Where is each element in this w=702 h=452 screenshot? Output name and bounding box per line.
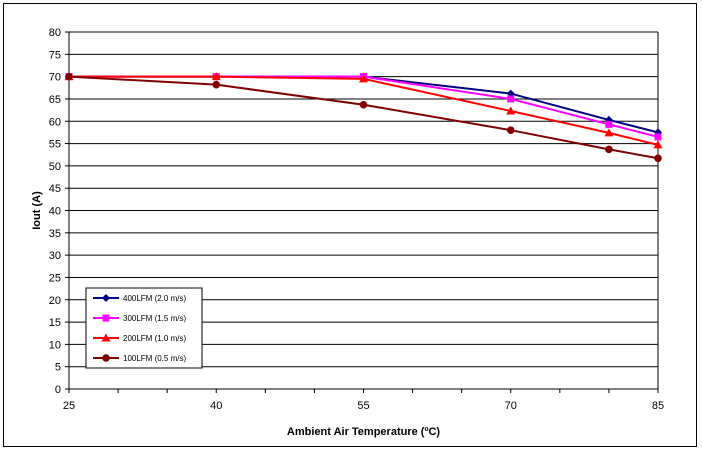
legend-label: 100LFM (0.5 m/s) xyxy=(123,354,186,363)
data-point xyxy=(506,106,516,115)
y-tick-label: 45 xyxy=(49,183,61,195)
y-tick-label: 15 xyxy=(49,317,61,329)
y-tick-label: 55 xyxy=(49,139,61,151)
y-tick-label: 20 xyxy=(49,295,61,307)
data-point xyxy=(653,140,663,149)
y-tick-label: 50 xyxy=(49,161,61,173)
legend-label: 200LFM (1.0 m/s) xyxy=(123,334,186,343)
series-line-3 xyxy=(69,75,659,146)
y-axis-title: Iout (A) xyxy=(31,191,43,230)
data-point xyxy=(654,133,662,141)
x-tick-label: 85 xyxy=(652,400,664,412)
series-group xyxy=(64,72,663,163)
legend-label: 400LFM (2.0 m/s) xyxy=(123,294,186,303)
data-point xyxy=(506,126,515,134)
y-tick-label: 60 xyxy=(49,116,61,128)
y-tick-label: 10 xyxy=(49,339,61,351)
y-tick-label: 80 xyxy=(49,27,61,39)
data-point xyxy=(211,72,221,81)
y-tick-label: 35 xyxy=(49,228,61,240)
y-tick-label: 25 xyxy=(49,272,61,284)
legend: 400LFM (2.0 m/s) 300LFM (1.5 m/s) 200LFM (… xyxy=(85,287,203,369)
data-point xyxy=(604,128,614,137)
x-tick-label: 25 xyxy=(63,400,75,412)
y-tick-label: 5 xyxy=(55,362,61,374)
y-tick-label: 30 xyxy=(49,250,61,262)
x-tick-label: 70 xyxy=(505,400,517,412)
axes: 0 5 10 15 20 25 30 35 40 45 50 55 60 65 70 75 80 25 40 55 70… xyxy=(49,27,664,412)
x-axis-title: Ambient Air Temperature (ºC) xyxy=(287,426,440,438)
series-line-4 xyxy=(68,75,659,160)
data-point xyxy=(359,74,368,83)
y-tick-label: 40 xyxy=(49,206,61,218)
legend-marker xyxy=(102,314,110,322)
x-tick-label: 40 xyxy=(210,400,222,412)
y-tick-label: 75 xyxy=(49,49,61,61)
data-point xyxy=(507,95,515,103)
legend-marker xyxy=(102,354,110,362)
data-point xyxy=(212,80,221,89)
y-tick-label: 0 xyxy=(55,384,61,396)
data-point xyxy=(654,154,662,163)
data-point xyxy=(605,120,613,128)
x-tick-label: 55 xyxy=(357,400,369,412)
legend-label: 300LFM (1.5 m/s) xyxy=(123,314,186,323)
data-point xyxy=(605,145,613,154)
y-tick-label: 70 xyxy=(49,72,61,84)
legend-marker xyxy=(102,294,110,302)
data-point xyxy=(65,72,73,81)
gridlines xyxy=(69,31,658,368)
legend-marker xyxy=(101,333,111,342)
y-tick-label: 65 xyxy=(49,94,61,106)
data-point xyxy=(359,100,368,109)
